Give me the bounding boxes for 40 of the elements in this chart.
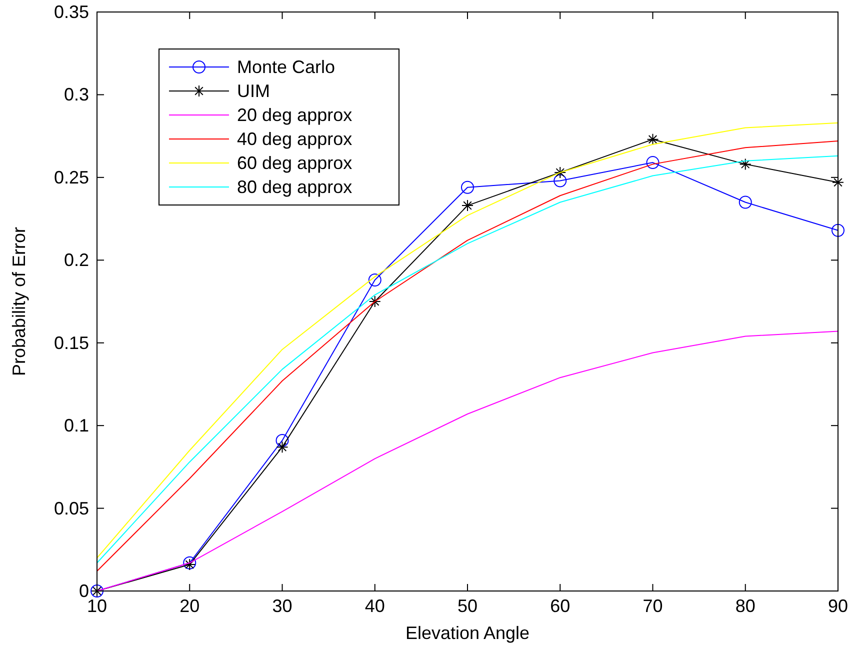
legend-label: 40 deg approx <box>237 129 352 149</box>
legend-label: 60 deg approx <box>237 153 352 173</box>
y-tick-label: 0.05 <box>54 498 89 518</box>
point <box>276 434 289 447</box>
point <box>368 273 382 286</box>
x-tick-label: 80 <box>735 596 756 616</box>
point <box>461 180 474 194</box>
y-tick-label: 0.3 <box>64 84 89 105</box>
y-tick-label: 0 <box>78 581 89 601</box>
y-axis-title: Probability of Error <box>9 226 29 376</box>
point <box>276 441 288 454</box>
point <box>368 296 381 308</box>
x-tick-label: 20 <box>180 596 200 616</box>
y-tick-label: 0.15 <box>54 332 89 353</box>
point <box>184 558 196 571</box>
y-tick-label: 0.1 <box>64 416 89 436</box>
point <box>646 133 659 146</box>
legend-label: Monte Carlo <box>237 57 336 77</box>
legend-label: 20 deg approx <box>237 105 352 125</box>
point <box>462 200 474 212</box>
y-tick-label: 0.35 <box>54 2 89 22</box>
point <box>739 158 752 170</box>
x-tick-label: 90 <box>828 596 848 616</box>
point <box>832 224 844 237</box>
point <box>554 166 566 178</box>
legend-label: 80 deg approx <box>237 177 352 197</box>
x-tick-label: 40 <box>364 596 385 616</box>
y-tick-label: 0.25 <box>54 167 89 188</box>
point <box>738 196 752 209</box>
x-tick-label: 70 <box>642 596 663 616</box>
x-tick-label: 10 <box>86 596 108 616</box>
point <box>183 556 196 570</box>
point <box>646 156 660 170</box>
x-tick-label: 60 <box>550 596 570 616</box>
point <box>554 174 567 188</box>
legend-label: UIM <box>237 81 270 101</box>
x-axis-title: Elevation Angle <box>405 623 530 643</box>
x-tick-label: 50 <box>457 596 478 616</box>
x-tick-label: 30 <box>272 596 292 616</box>
y-tick-label: 0.2 <box>64 250 89 270</box>
